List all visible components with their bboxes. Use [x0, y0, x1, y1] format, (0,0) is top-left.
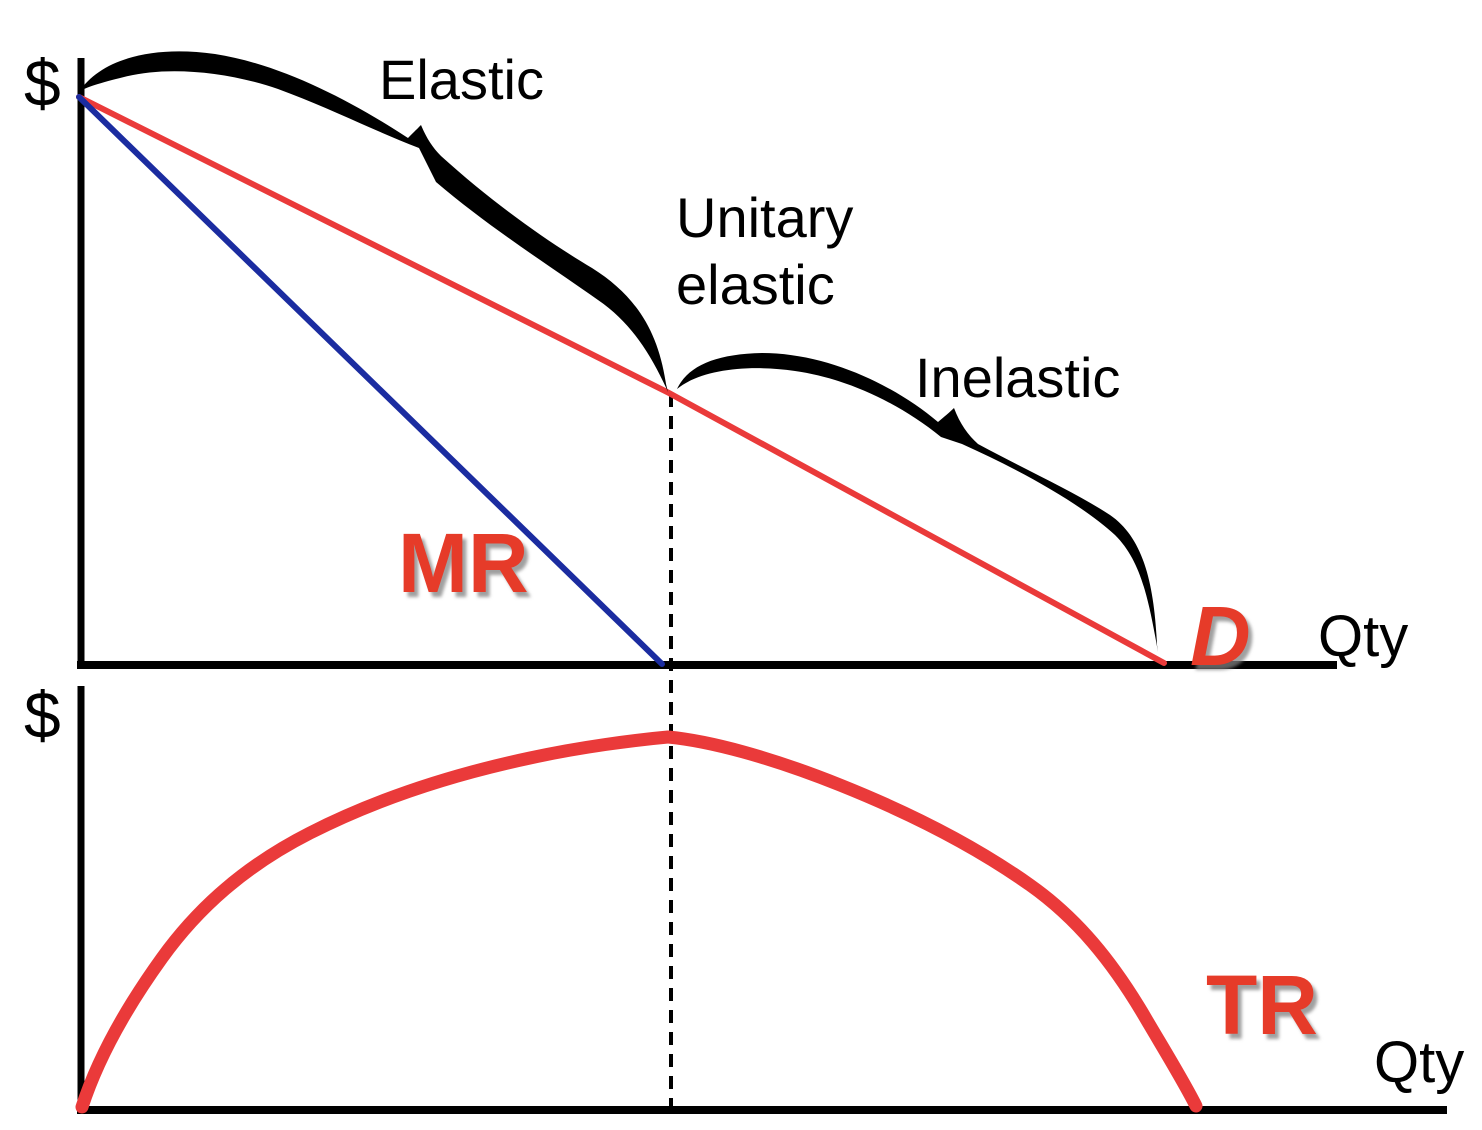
demand-curve-label: D	[1190, 589, 1251, 683]
unitary-elastic-line1: Unitary	[676, 186, 854, 249]
bottom-y-axis-label: $	[24, 678, 61, 752]
top-x-axis-label: Qty	[1318, 604, 1409, 669]
top-y-axis-label: $	[24, 46, 61, 120]
mr-line	[76, 94, 665, 667]
mr-curve-label: MR	[398, 516, 529, 610]
demand-curve-line	[76, 94, 1167, 666]
unitary-elastic-line2: elastic	[676, 253, 835, 316]
bottom-x-axis-label: Qty	[1374, 1030, 1465, 1095]
inelastic-brace	[677, 353, 1158, 652]
elastic-brace	[79, 51, 668, 393]
unitary-elastic-region-label: Unitary elastic	[676, 184, 853, 318]
elastic-region-label: Elastic	[379, 48, 544, 111]
tr-curve-label: TR	[1206, 958, 1318, 1052]
tr-curve	[75, 730, 1203, 1114]
inelastic-region-label: Inelastic	[915, 346, 1121, 409]
